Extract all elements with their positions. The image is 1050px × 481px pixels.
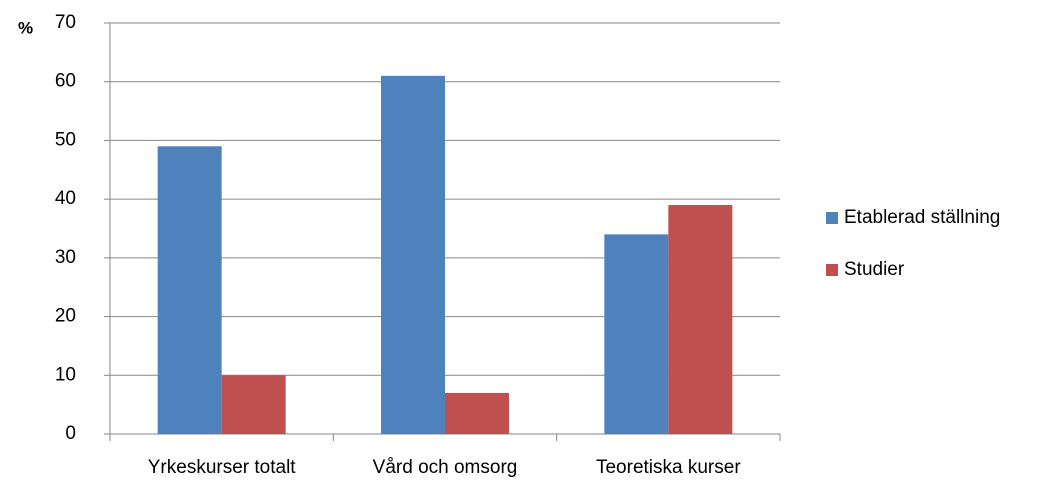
y-tick-label: 60 <box>55 71 76 92</box>
bar <box>604 234 669 434</box>
y-tick-label: 40 <box>55 188 76 209</box>
y-tick-label: 0 <box>65 423 76 444</box>
x-tick-label: Vård och omsorg <box>373 457 518 478</box>
legend-label: Studier <box>844 259 905 280</box>
y-tick-label: 30 <box>55 247 76 268</box>
legend-label: Etablerad ställning <box>844 207 1000 228</box>
legend-swatch <box>826 264 838 276</box>
bar <box>221 375 286 434</box>
y-tick-label: 10 <box>55 364 76 385</box>
x-tick-label: Yrkeskurser totalt <box>148 457 297 478</box>
bar <box>157 146 222 435</box>
y-tick-label: 20 <box>55 306 76 327</box>
bar <box>445 392 509 434</box>
y-tick-label: 70 <box>55 12 76 33</box>
legend-swatch <box>826 212 838 224</box>
bar <box>381 75 445 434</box>
y-tick-label: 50 <box>55 129 76 150</box>
y-axis-label: % <box>18 18 33 37</box>
bar <box>668 205 733 434</box>
x-tick-label: Teoretiska kurser <box>596 457 741 478</box>
